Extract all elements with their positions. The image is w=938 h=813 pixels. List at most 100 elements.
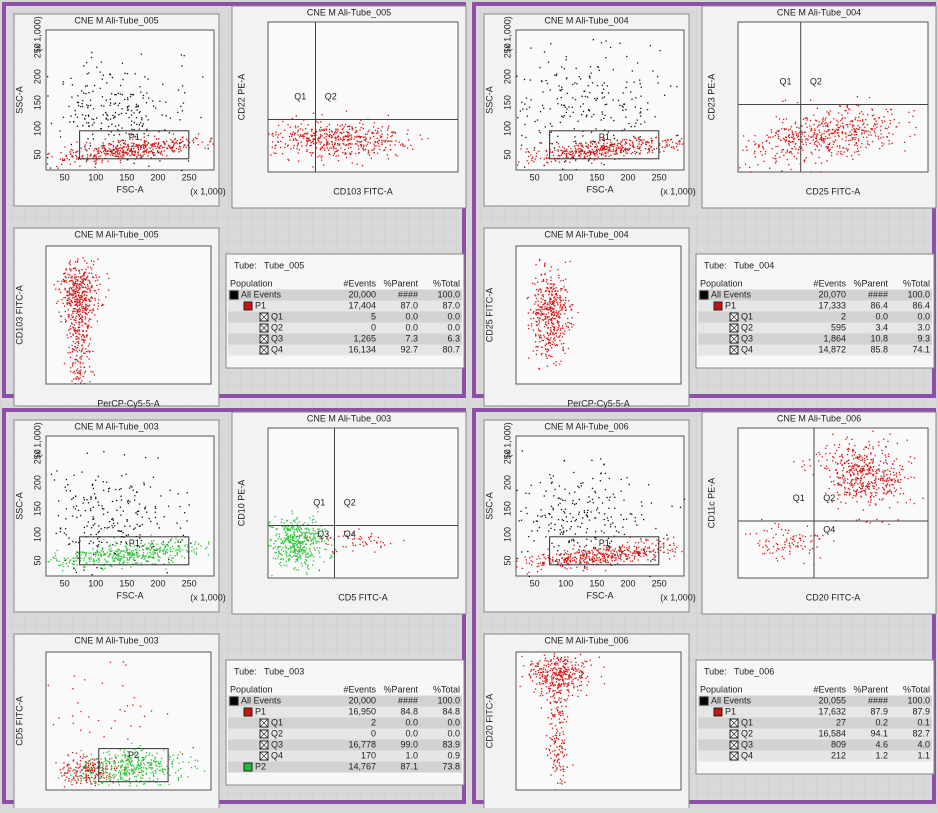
- event-dot: [593, 141, 594, 142]
- event-dot: [556, 361, 557, 362]
- event-dot: [379, 149, 380, 150]
- event-dot: [118, 93, 119, 94]
- event-dot: [606, 104, 607, 105]
- event-dot: [164, 548, 165, 549]
- event-dot: [282, 137, 283, 138]
- event-dot: [213, 143, 214, 144]
- event-dot: [536, 153, 537, 154]
- event-dot: [100, 151, 101, 152]
- event-dot: [97, 502, 98, 503]
- event-dot: [551, 152, 552, 153]
- event-dot: [146, 141, 147, 142]
- event-dot: [75, 773, 76, 774]
- event-dot: [181, 142, 182, 143]
- event-dot: [73, 557, 74, 558]
- event-dot: [80, 295, 81, 296]
- event-dot: [280, 562, 281, 563]
- event-dot: [355, 153, 356, 154]
- event-dot: [105, 765, 106, 766]
- event-dot: [152, 149, 153, 150]
- event-dot: [139, 503, 140, 504]
- event-dot: [89, 770, 90, 771]
- event-dot: [763, 161, 764, 162]
- event-dot: [290, 133, 291, 134]
- event-dot: [551, 347, 552, 348]
- event-dot: [64, 532, 65, 533]
- event-dot: [176, 148, 177, 149]
- event-dot: [541, 142, 542, 143]
- event-dot: [77, 778, 78, 779]
- event-dot: [304, 550, 305, 551]
- event-dot: [845, 133, 846, 134]
- event-dot: [746, 146, 747, 147]
- event-dot: [295, 550, 296, 551]
- event-dot: [880, 137, 881, 138]
- event-dot: [794, 146, 795, 147]
- event-dot: [275, 546, 276, 547]
- event-dot: [285, 550, 286, 551]
- event-dot: [552, 323, 553, 324]
- event-dot: [87, 138, 88, 139]
- event-dot: [567, 93, 568, 94]
- event-dot: [829, 151, 830, 152]
- event-dot: [80, 361, 81, 362]
- event-dot: [851, 134, 852, 135]
- event-dot: [544, 165, 545, 166]
- event-dot: [177, 140, 178, 141]
- event-dot: [83, 342, 84, 343]
- event-dot: [548, 290, 549, 291]
- event-dot: [566, 112, 567, 113]
- event-dot: [78, 158, 79, 159]
- event-dot: [82, 339, 83, 340]
- event-dot: [80, 366, 81, 367]
- event-dot: [294, 548, 295, 549]
- event-dot: [151, 547, 152, 548]
- event-dot: [289, 140, 290, 141]
- event-dot: [76, 159, 77, 160]
- event-dot: [305, 559, 306, 560]
- event-dot: [300, 135, 301, 136]
- event-dot: [173, 557, 174, 558]
- event-dot: [743, 135, 744, 136]
- event-dot: [809, 143, 810, 144]
- event-dot: [91, 527, 92, 528]
- event-dot: [634, 151, 635, 152]
- event-dot: [890, 123, 891, 124]
- event-dot: [544, 51, 545, 52]
- event-dot: [76, 316, 77, 317]
- event-dot: [88, 345, 89, 346]
- event-dot: [288, 145, 289, 146]
- event-dot: [332, 144, 333, 145]
- row-total: 3.0: [917, 322, 930, 332]
- event-dot: [112, 557, 113, 558]
- event-dot: [73, 341, 74, 342]
- event-dot: [883, 116, 884, 117]
- event-dot: [134, 500, 135, 501]
- event-dot: [835, 139, 836, 140]
- event-dot: [557, 269, 558, 270]
- event-dot: [558, 313, 559, 314]
- event-dot: [86, 295, 87, 296]
- event-dot: [64, 363, 65, 364]
- event-dot: [859, 113, 860, 114]
- event-dot: [295, 553, 296, 554]
- event-dot: [550, 345, 551, 346]
- event-dot: [618, 100, 619, 101]
- event-dot: [293, 520, 294, 521]
- event-dot: [299, 536, 300, 537]
- row-parent: 0.0: [875, 311, 888, 321]
- event-dot: [134, 129, 135, 130]
- event-dot: [89, 280, 90, 281]
- event-dot: [162, 550, 163, 551]
- event-dot: [186, 549, 187, 550]
- event-dot: [95, 777, 96, 778]
- event-dot: [71, 784, 72, 785]
- event-dot: [275, 552, 276, 553]
- event-dot: [153, 540, 154, 541]
- event-dot: [286, 528, 287, 529]
- event-dot: [284, 529, 285, 530]
- event-dot: [164, 554, 165, 555]
- event-dot: [177, 545, 178, 546]
- event-dot: [652, 150, 653, 151]
- event-dot: [533, 318, 534, 319]
